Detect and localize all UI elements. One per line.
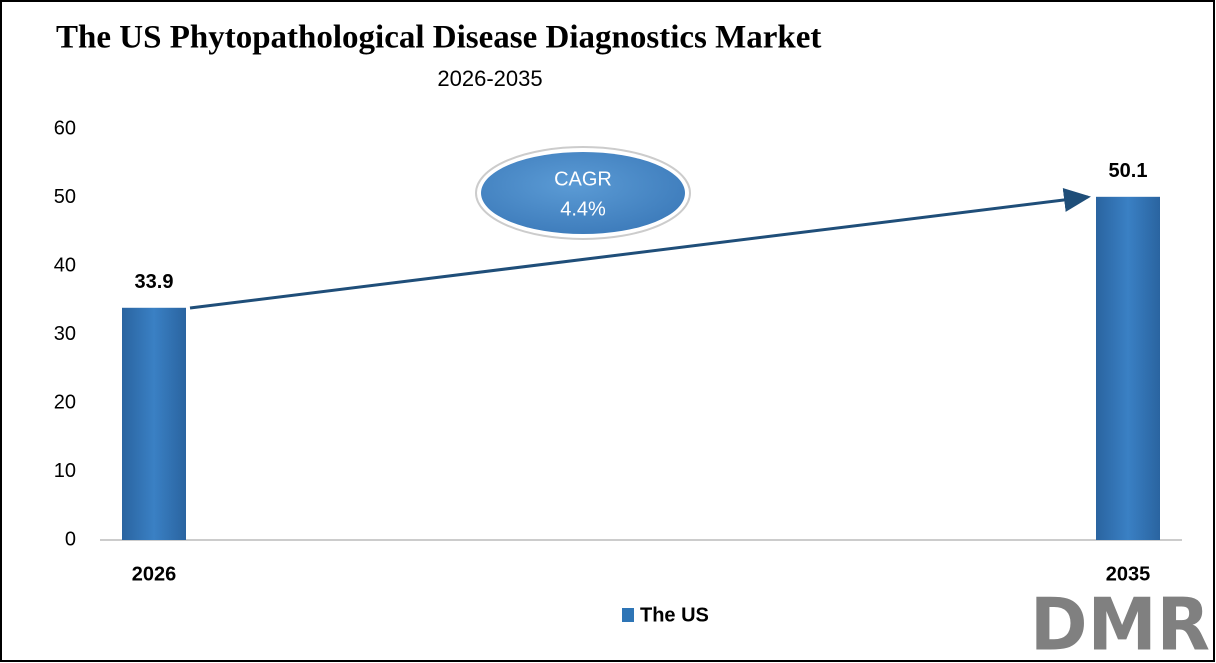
x-tick-label: 2026 [132,563,177,585]
y-tick-label: 0 [65,528,76,550]
data-label: 33.9 [135,271,174,293]
data-label: 50.1 [1109,160,1148,182]
y-tick-label: 60 [54,117,76,139]
bar [122,307,186,540]
y-tick-label: 50 [54,186,76,208]
chart-subtitle: 2026-2035 [437,66,542,91]
y-tick-label: 20 [54,391,76,413]
legend-label: The US [640,604,709,626]
bar [1096,196,1160,540]
y-tick-label: 10 [54,460,76,482]
cagr-value: 4.4% [560,198,606,220]
logo: DMR [1030,583,1210,663]
cagr-label: CAGR [554,168,612,190]
legend-swatch [622,608,634,622]
x-tick-label: 2035 [1106,563,1151,585]
y-tick-label: 40 [54,254,76,276]
growth-arrow [189,188,1091,310]
cagr-ellipse [481,152,685,234]
y-tick-label: 30 [54,323,76,345]
chart-title: The US Phytopathological Disease Diagnos… [56,20,821,56]
